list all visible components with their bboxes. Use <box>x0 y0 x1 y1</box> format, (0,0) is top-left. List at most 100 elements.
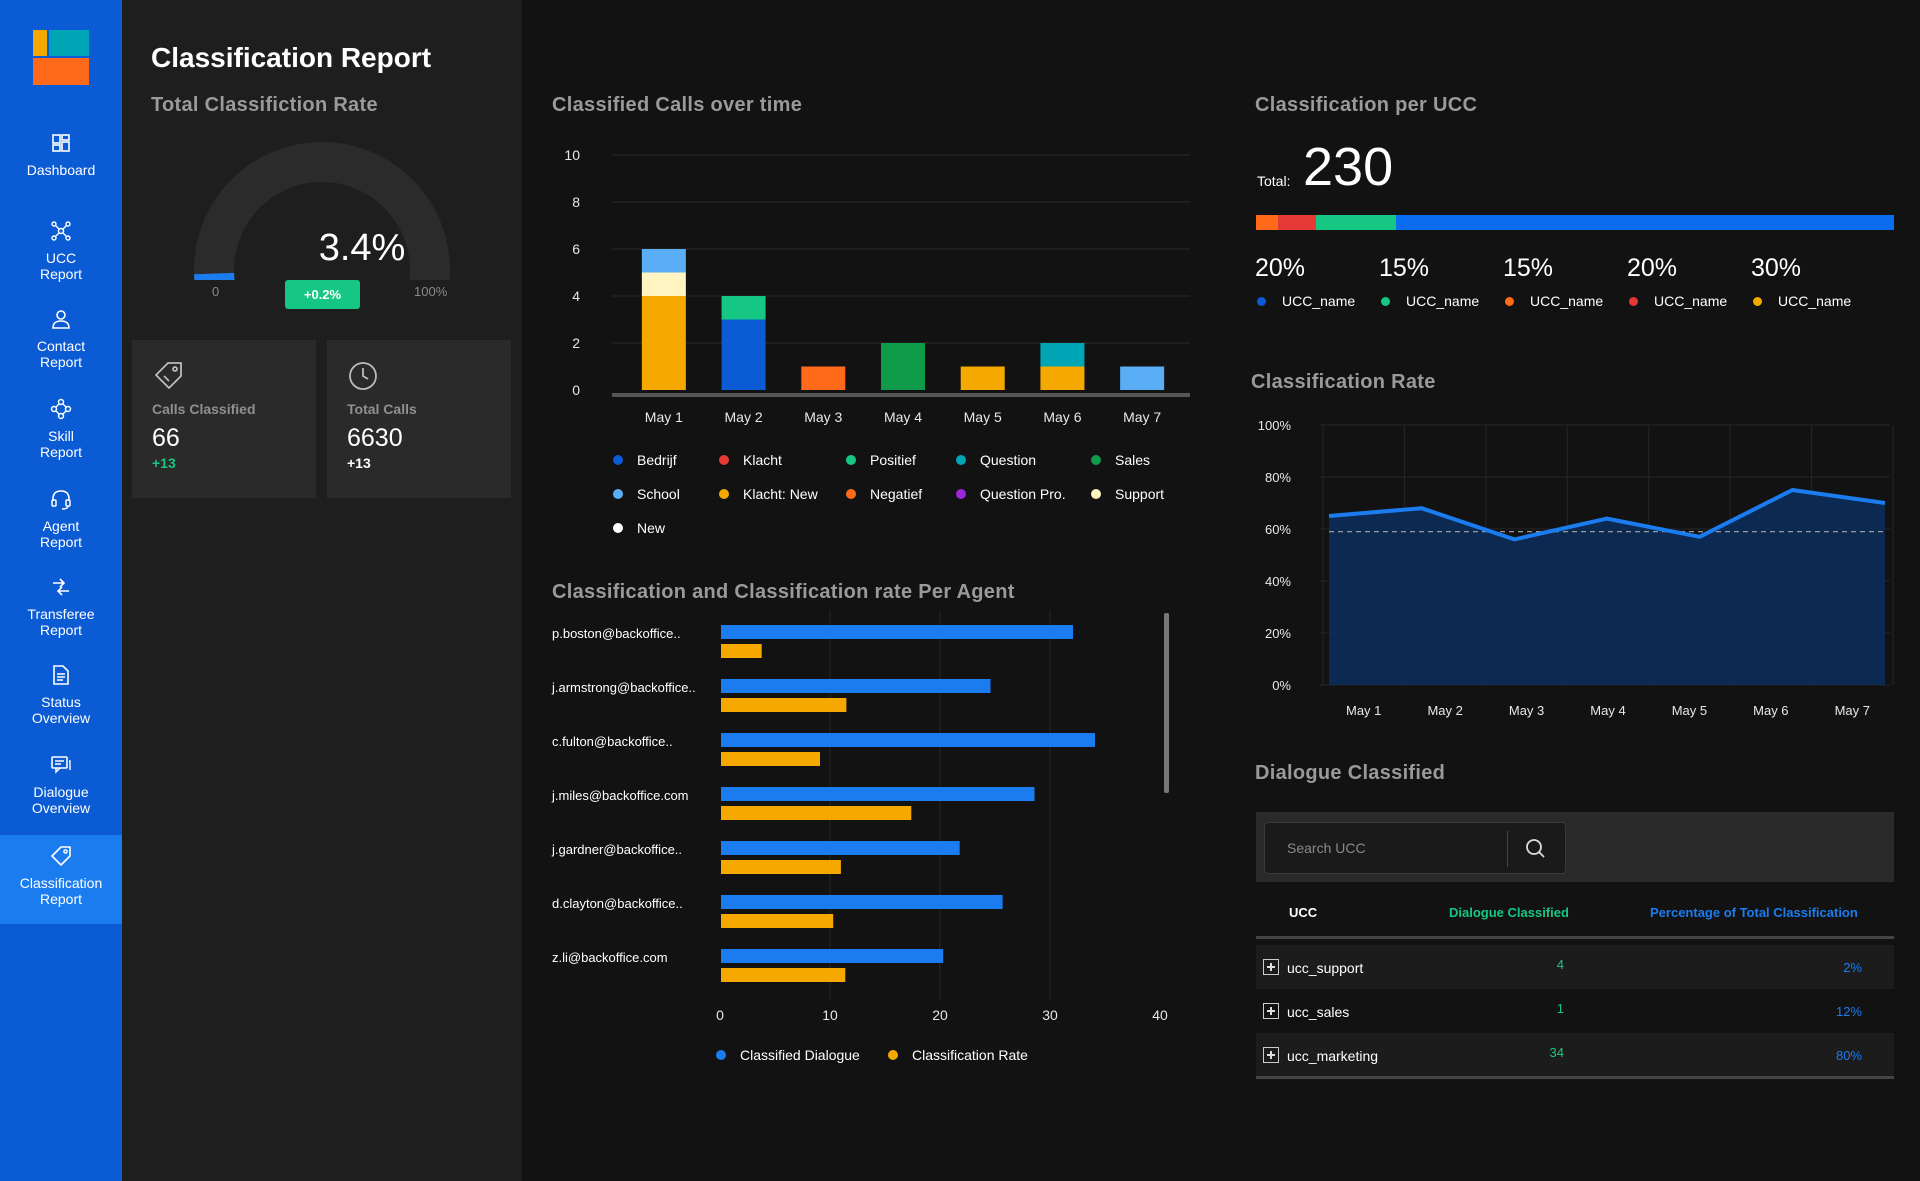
sidebar-item-status[interactable]: Status Overview <box>0 656 122 742</box>
bar-segment-sales[interactable] <box>881 343 925 390</box>
sidebar-item-ucc[interactable]: UCC Report <box>0 212 122 298</box>
legend-item-classification-rate[interactable]: Classification Rate <box>888 1047 1028 1063</box>
ucc-percentage: 30% <box>1751 254 1802 282</box>
y-tick-label: 10 <box>564 147 580 163</box>
percentage-cell: 80% <box>1835 1048 1862 1063</box>
bar-segment-school[interactable] <box>1120 366 1165 391</box>
ucc-bar-segment[interactable] <box>1396 215 1894 230</box>
ucc-legend-item[interactable]: UCC_name <box>1257 293 1355 309</box>
legend-item-sales[interactable]: Sales <box>1091 452 1150 468</box>
ucc-bar-segment[interactable] <box>1278 215 1316 230</box>
agent-label: c.fulton@backoffice.. <box>552 734 673 749</box>
classified-count-cell: 34 <box>1549 1045 1564 1060</box>
expand-row-icon[interactable] <box>1263 1047 1279 1063</box>
column-header-percentage[interactable]: Percentage of Total Classification <box>1650 905 1858 920</box>
sidebar-item-dashboard[interactable]: Dashboard <box>0 124 122 210</box>
search-icon[interactable] <box>1521 835 1551 863</box>
classified-dialogue-bar[interactable] <box>721 679 991 693</box>
legend-item-new[interactable]: New <box>613 520 665 536</box>
ucc-legend-item[interactable]: UCC_name <box>1505 293 1603 309</box>
legend-item-classified-dialogue[interactable]: Classified Dialogue <box>716 1047 860 1063</box>
x-tick-label: May 6 <box>1043 409 1081 425</box>
classification-rate-bar[interactable] <box>721 914 834 928</box>
table-row[interactable]: ucc_sales 1 12% <box>1256 989 1894 1033</box>
classification-rate-bar[interactable] <box>721 806 912 820</box>
classified-dialogue-bar[interactable] <box>721 625 1073 639</box>
legend-item-bedrijf[interactable]: Bedrijf <box>613 452 677 468</box>
legend-item-question-pro-[interactable]: Question Pro. <box>956 486 1066 502</box>
ucc-bar-segment[interactable] <box>1256 215 1279 230</box>
x-tick-label: May 2 <box>1427 703 1462 718</box>
gauge-min-label: 0 <box>212 284 220 299</box>
bar-segment-positief[interactable] <box>721 296 766 320</box>
agent-chart-scrollbar[interactable] <box>1164 613 1169 793</box>
search-field <box>1264 822 1566 874</box>
expand-row-icon[interactable] <box>1263 1003 1279 1019</box>
rate-line[interactable] <box>1328 488 1886 542</box>
bar-segment-klacht-new[interactable] <box>641 296 686 390</box>
sidebar-item-dialogue[interactable]: Dialogue Overview <box>0 746 122 832</box>
legend-color-dot <box>1091 455 1101 466</box>
person-icon <box>52 310 70 329</box>
logo <box>33 30 89 85</box>
table-row[interactable]: ucc_marketing 34 80% <box>1256 1033 1894 1077</box>
x-tick-label: May 1 <box>645 409 683 425</box>
classified-dialogue-bar[interactable] <box>721 841 960 855</box>
total-rate-title: Total Classifiction Rate <box>151 94 378 116</box>
document-icon <box>53 665 69 685</box>
ucc-legend-item[interactable]: UCC_name <box>1753 293 1851 309</box>
sidebar-item-label: Transferee Report <box>27 606 95 638</box>
classification-rate-bar[interactable] <box>721 698 847 712</box>
sidebar-item-transferee[interactable]: Transferee Report <box>0 568 122 654</box>
legend-item-klacht[interactable]: Klacht <box>719 452 782 468</box>
ucc-legend-item[interactable]: UCC_name <box>1629 293 1727 309</box>
x-tick-label: 10 <box>822 1007 838 1023</box>
bar-segment-bedrijf[interactable] <box>721 319 766 391</box>
classified-dialogue-bar[interactable] <box>721 949 944 963</box>
bar-segment-question[interactable] <box>1040 343 1085 367</box>
ucc-name-label: UCC_name <box>1778 293 1852 309</box>
classification-rate-bar[interactable] <box>721 968 846 982</box>
y-tick-label: 100% <box>1258 418 1292 433</box>
classified-dialogue-bar[interactable] <box>721 787 1035 801</box>
classification-rate-bar[interactable] <box>721 644 762 658</box>
expand-row-icon[interactable] <box>1263 959 1279 975</box>
gauge-delta-badge: +0.2% <box>285 280 360 309</box>
legend-item-question[interactable]: Question <box>956 452 1036 468</box>
classification-rate-chart: 0% 20% 40% 60% 80% 100% May 1 May 2 May 3 May 4 Ma… <box>1258 418 1894 718</box>
sidebar-item-skill[interactable]: Skill Report <box>0 390 122 476</box>
legend-item-klacht-new[interactable]: Klacht: New <box>719 486 818 502</box>
legend-item-school[interactable]: School <box>613 486 680 502</box>
stat-value: 66 <box>152 424 180 452</box>
y-tick-label: 2 <box>572 335 580 351</box>
legend-item-negatief[interactable]: Negatief <box>846 486 922 502</box>
sidebar-item-classification[interactable]: Classification Report <box>0 835 122 924</box>
sidebar-item-agent[interactable]: Agent Report <box>0 480 122 566</box>
bar-segment-support[interactable] <box>641 272 686 297</box>
column-header-classified[interactable]: Dialogue Classified <box>1449 905 1569 920</box>
column-header-ucc[interactable]: UCC <box>1289 905 1318 920</box>
ucc-bar-segment[interactable] <box>1315 215 1397 230</box>
table-row[interactable]: ucc_support 4 2% <box>1256 945 1894 989</box>
stat-label: Calls Classified <box>152 401 256 417</box>
bar-segment-school[interactable] <box>641 249 686 273</box>
bar-segment-klacht-new[interactable] <box>1040 366 1085 391</box>
classification-rate-bar[interactable] <box>721 752 820 766</box>
search-input[interactable] <box>1287 838 1537 858</box>
bar-segment-negatief[interactable] <box>801 366 846 391</box>
legend-item-support[interactable]: Support <box>1091 486 1164 502</box>
x-tick-label: May 6 <box>1753 703 1788 718</box>
bar-segment-klacht-new[interactable] <box>960 366 1005 391</box>
x-tick-label: May 7 <box>1123 409 1161 425</box>
legend-item-positief[interactable]: Positief <box>846 452 916 468</box>
ucc-legend-item[interactable]: UCC_name <box>1381 293 1479 309</box>
ucc-name-label: UCC_name <box>1654 293 1728 309</box>
classified-dialogue-bar[interactable] <box>721 733 1095 747</box>
x-tick-label: May 2 <box>725 409 763 425</box>
ucc-name-cell: ucc_marketing <box>1287 1048 1379 1064</box>
classification-rate-bar[interactable] <box>721 860 841 874</box>
classified-dialogue-bar[interactable] <box>721 895 1003 909</box>
calls-chart-title: Classified Calls over time <box>552 94 803 116</box>
sidebar-item-contact[interactable]: Contact Report <box>0 300 122 386</box>
y-tick-label: 0% <box>1272 678 1291 693</box>
